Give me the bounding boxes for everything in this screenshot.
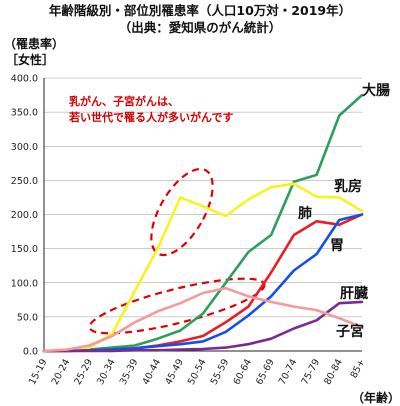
x-tick-label: 60-64 (231, 357, 254, 387)
series-label-6: 子宮 (336, 323, 364, 340)
x-tick-label: 70-74 (277, 357, 300, 387)
series-line-6 (42, 286, 364, 353)
series-label-5: 肝臓 (340, 285, 368, 302)
x-tick-label: 35-39 (118, 357, 141, 387)
x-tick-label: 55-59 (209, 357, 232, 387)
breast-highlight-ellipse (150, 167, 214, 257)
x-tick-label: 45-49 (163, 357, 186, 387)
x-tick-label: 15-19 (27, 357, 50, 387)
y-tick-label: 400.0 (11, 74, 38, 85)
y-tick-label: 0.0 (23, 347, 38, 358)
y-tick-label: 150.0 (11, 244, 38, 255)
y-tick-label: 300.0 (11, 142, 38, 153)
series-label-4: 胃 (330, 238, 344, 254)
series-lines (42, 93, 364, 353)
y-axis-sublabel: ［女性］ (6, 52, 54, 67)
y-tick-label: 50.0 (17, 312, 38, 323)
gridlines (43, 77, 362, 352)
y-tick-label: 250.0 (11, 176, 38, 187)
chart-subtitle: （出典：愛知県のがん統計） (119, 20, 282, 35)
series-label-1: 大腸 (362, 82, 390, 99)
y-tick-label: 200.0 (11, 210, 38, 221)
y-axis-label: （罹患率） (4, 36, 64, 51)
x-tick-label: 30-34 (95, 357, 118, 387)
x-tick-label: 75-79 (300, 357, 323, 387)
x-tick-label: 50-54 (186, 357, 209, 387)
x-tick-label: 40-44 (141, 357, 164, 387)
y-axis-ticks: 0.0 50.0 100.0 150.0 200.0 250.0 300.0 350.0 400… (11, 74, 38, 358)
series-line-2 (42, 182, 364, 353)
annotation-line-2: 若い世代で罹る人が多いがんです (69, 110, 233, 124)
series-label-2: 乳房 (334, 178, 362, 195)
x-tick-label: 20-24 (50, 357, 73, 387)
chart-title: 年齢階級別・部位別罹患率（人口10万対・2019年） (49, 3, 351, 18)
x-tick-label: 80-84 (322, 357, 345, 387)
series-line-5 (42, 300, 364, 353)
y-tick-label: 100.0 (11, 278, 38, 289)
x-tick-label: 85+ (349, 357, 368, 380)
series-label-3: 肺 (298, 206, 312, 222)
y-tick-label: 350.0 (11, 108, 38, 119)
annotation-line-1: 乳がん、子宮がんは、 (69, 94, 179, 108)
x-axis-label: （年齢） (352, 390, 400, 405)
highlight-ellipses (88, 167, 266, 335)
x-axis-ticks: 15-19 20-24 25-29 30-34 35-39 40-44 45-49 50-54… (27, 357, 368, 387)
x-tick-label: 65-69 (254, 357, 277, 387)
x-tick-label: 25-29 (72, 357, 95, 387)
